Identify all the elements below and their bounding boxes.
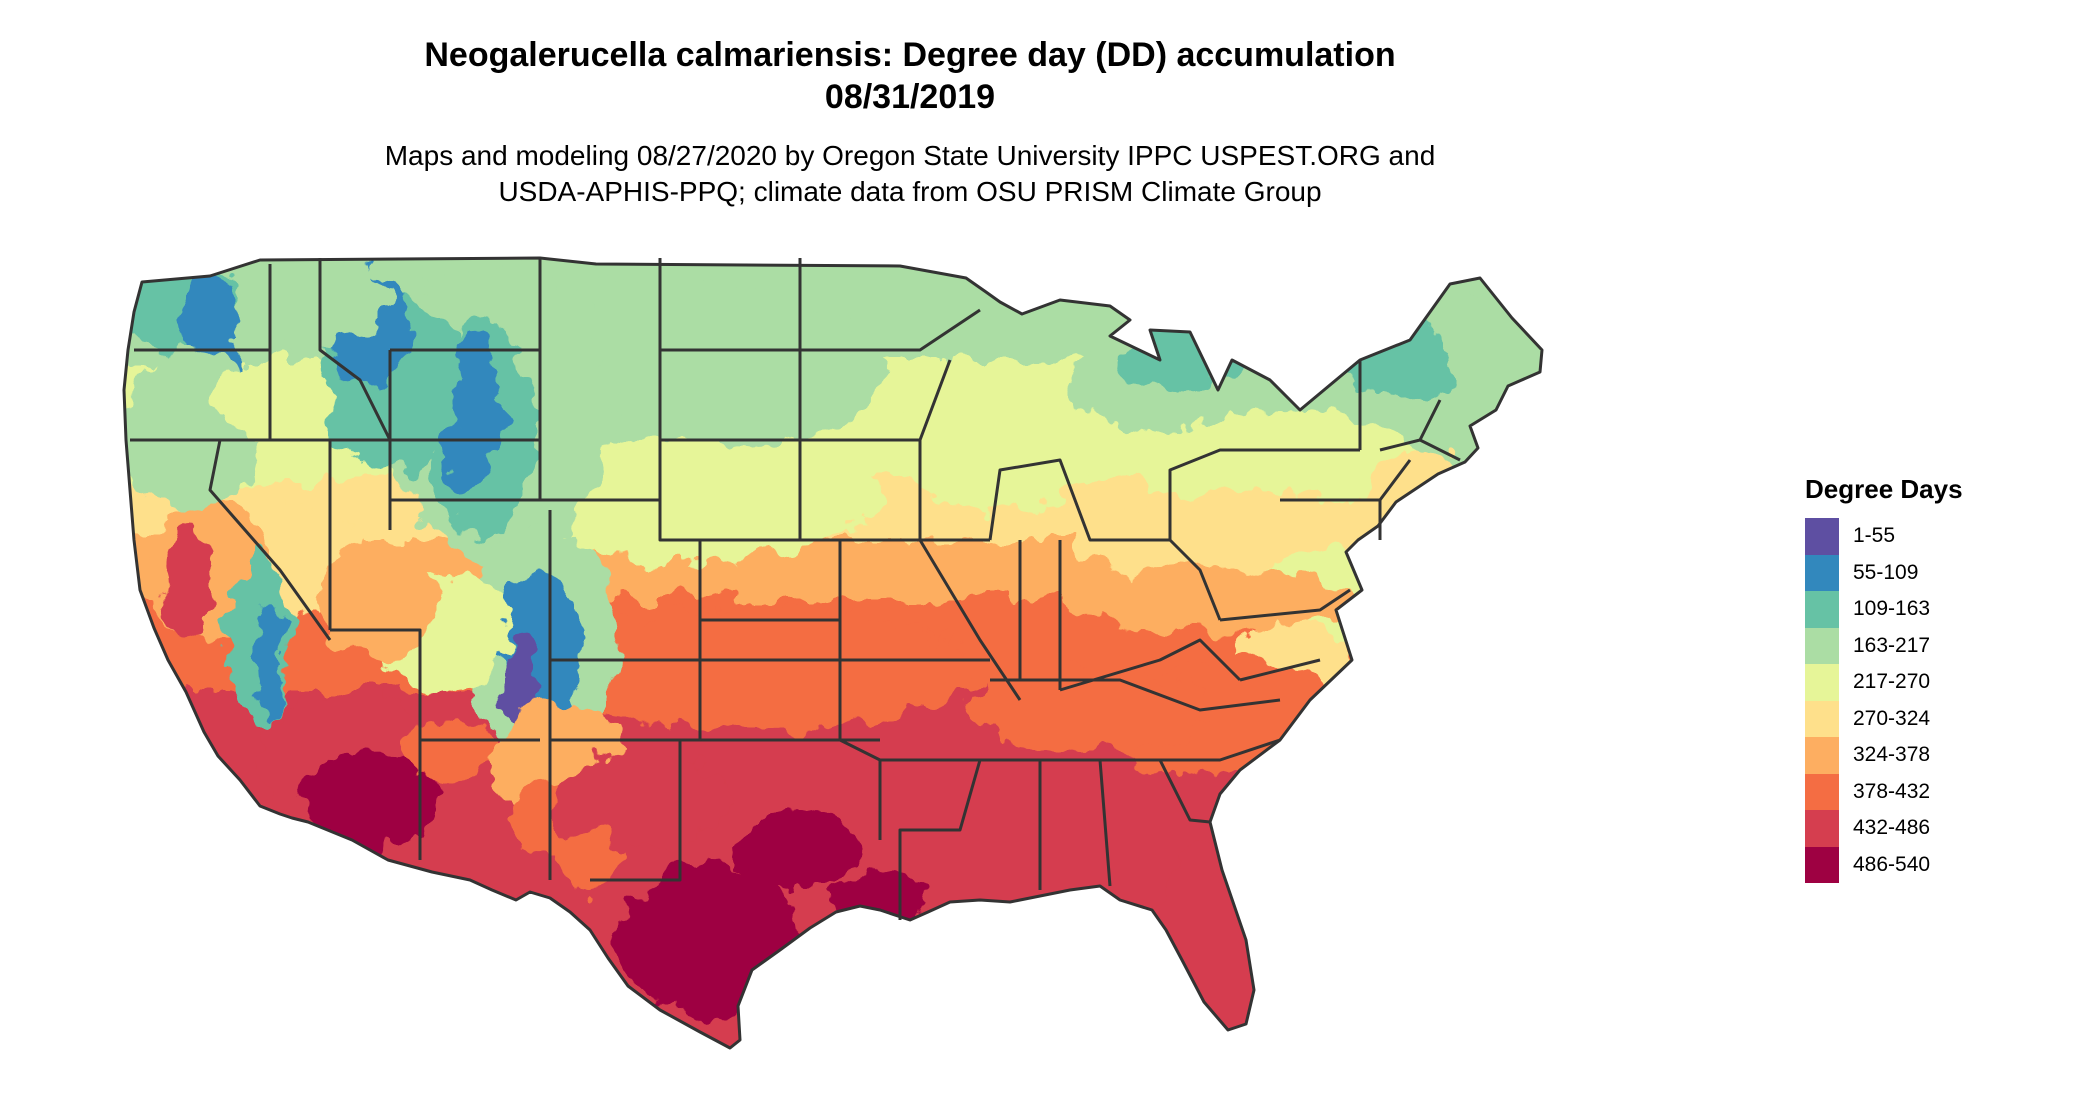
legend-item: 163-217 <box>1805 627 2065 664</box>
legend-label: 486-540 <box>1853 852 1931 876</box>
legend-label: 55-109 <box>1853 560 1919 584</box>
legend-swatch <box>1805 737 1839 774</box>
legend-label: 109-163 <box>1853 597 1931 620</box>
map-header: Neogalerucella calmariensis: Degree day … <box>0 34 1820 210</box>
legend-swatch <box>1805 664 1839 701</box>
legend-label: 432-486 <box>1853 816 1931 839</box>
legend-item: 486-540 <box>1805 846 2065 883</box>
legend-item: 270-324 <box>1805 700 2065 737</box>
map-date: 08/31/2019 <box>824 78 996 116</box>
degree-day-map <box>120 240 1760 1116</box>
map-credit-line-1: Maps and modeling 08/27/2020 by Oregon S… <box>384 140 1436 171</box>
legend-item: 324-378 <box>1805 737 2065 774</box>
legend-item: 432-486 <box>1805 810 2065 847</box>
legend-label: 324-378 <box>1853 743 1931 766</box>
us-map-svg <box>122 256 1544 1050</box>
degree-day-raster <box>124 258 1542 1048</box>
legend-swatch <box>1805 591 1839 628</box>
legend-swatch <box>1805 810 1839 847</box>
legend-label: 217-270 <box>1853 670 1931 693</box>
legend-label: 378-432 <box>1853 779 1931 803</box>
legend-swatch <box>1805 518 1839 555</box>
legend-item: 109-163 <box>1805 591 2065 628</box>
legend-swatch <box>1805 773 1839 810</box>
legend-swatch <box>1805 554 1839 591</box>
legend-label: 1-55 <box>1853 524 1896 547</box>
legend-title: Degree Days <box>1805 474 1963 504</box>
legend-label: 270-324 <box>1853 706 1931 730</box>
map-credit-line-2: USDA-APHIS-PPQ; climate data from OSU PR… <box>498 176 1322 207</box>
legend-item: 55-109 <box>1805 554 2065 591</box>
legend-swatch <box>1805 627 1839 664</box>
legend-item: 378-432 <box>1805 773 2065 810</box>
title-block: Neogalerucella calmariensis: Degree day … <box>0 34 1820 118</box>
legend-items: 1-55 55-109 109-163 163-217 217-270 270-324 32… <box>1805 518 2065 883</box>
map-title: Neogalerucella calmariensis: Degree day … <box>424 36 1396 74</box>
map-legend: Degree Days 1-55 55-109 109-163 163-217 217-… <box>1805 472 2065 883</box>
legend-item: 217-270 <box>1805 664 2065 701</box>
legend-item: 1-55 <box>1805 518 2065 555</box>
legend-swatch <box>1805 700 1839 737</box>
legend-swatch <box>1805 846 1839 883</box>
legend-label: 163-217 <box>1853 633 1931 657</box>
state-borders <box>122 256 1544 1050</box>
